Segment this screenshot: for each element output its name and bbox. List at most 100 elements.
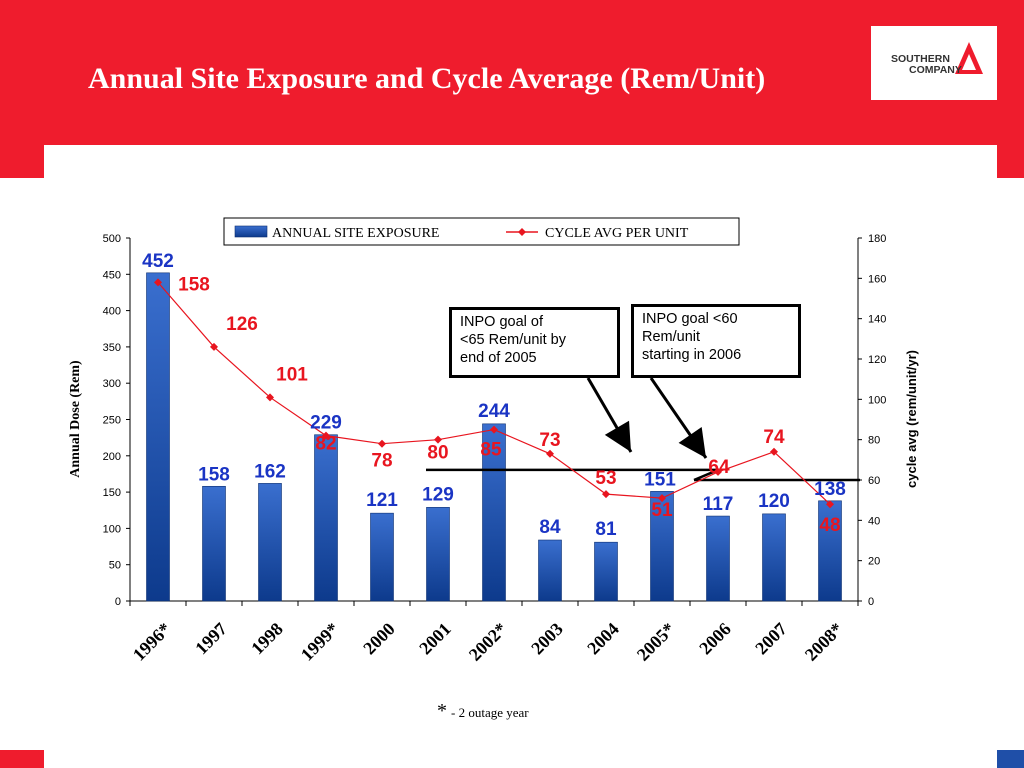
bar-value-label: 120 <box>758 491 790 512</box>
goal-2006-arrow-head <box>678 426 706 458</box>
bar-value-label: 244 <box>478 401 510 422</box>
bar-annual-exposure <box>482 423 506 602</box>
y-tick-label-left: 0 <box>115 596 121 608</box>
note2-line2: Rem/unit <box>642 329 701 345</box>
bar-annual-exposure <box>538 539 562 602</box>
goal-2005-arrow-head <box>604 420 631 452</box>
line-value-label: 85 <box>480 440 502 461</box>
y-tick-label-right: 160 <box>868 273 886 285</box>
bar-annual-exposure <box>202 485 226 602</box>
line-value-label: 51 <box>651 500 673 521</box>
x-tick-label: 1996* <box>129 619 175 665</box>
point-cycle-avg <box>770 447 778 456</box>
y-axis-label-right: cycle avg (rem/unit/yr) <box>904 350 919 488</box>
x-tick-label: 2005* <box>633 619 679 665</box>
legend-label-exposure: ANNUAL SITE EXPOSURE <box>272 226 439 241</box>
line-value-label: 101 <box>276 364 308 385</box>
bar-annual-exposure <box>258 483 282 602</box>
corner-accent-left <box>0 750 44 768</box>
y-tick-label-left: 450 <box>103 269 121 281</box>
point-cycle-avg <box>490 425 498 434</box>
line-value-label: 78 <box>371 451 392 472</box>
bar-value-label: 158 <box>198 464 230 485</box>
point-cycle-avg <box>154 278 162 287</box>
line-value-label: 74 <box>763 427 785 448</box>
bar-annual-exposure <box>594 541 618 602</box>
x-tick-label: 2001 <box>415 619 455 659</box>
note1-line3: end of 2005 <box>460 350 537 366</box>
x-tick-label: 2000 <box>359 619 399 659</box>
bar-annual-exposure <box>650 491 674 602</box>
footnote: * - 2 outage year <box>437 700 529 723</box>
bar-value-label: 138 <box>814 479 846 500</box>
footnote-text: - 2 outage year <box>451 705 529 720</box>
y-tick-label-right: 120 <box>868 354 886 366</box>
x-tick-label: 2006 <box>695 619 735 659</box>
y-tick-label-right: 40 <box>868 515 880 527</box>
point-cycle-avg <box>434 435 442 444</box>
x-tick-label: 2007 <box>751 619 791 659</box>
x-tick-label: 1997 <box>191 619 231 659</box>
bar-annual-exposure <box>370 512 394 602</box>
line-value-label: 48 <box>819 515 840 536</box>
y-tick-label-right: 80 <box>868 435 880 447</box>
point-cycle-avg <box>658 494 666 503</box>
bar-annual-exposure <box>762 513 786 602</box>
company-logo: SOUTHERN COMPANY <box>871 26 997 100</box>
line-value-label: 82 <box>315 434 336 455</box>
y-tick-label-left: 500 <box>103 233 121 245</box>
point-cycle-avg <box>378 439 386 448</box>
y-tick-label-left: 250 <box>103 415 121 427</box>
x-tick-label: 2003 <box>527 619 567 659</box>
point-cycle-avg <box>322 431 330 440</box>
x-tick-label: 2002* <box>465 619 511 665</box>
point-cycle-avg <box>210 342 218 351</box>
corner-accent-right <box>997 750 1024 768</box>
note2-line1: INPO goal <60 <box>642 311 738 327</box>
line-value-label: 158 <box>178 274 210 295</box>
footnote-star: * <box>437 700 447 722</box>
line-value-label: 80 <box>427 443 448 464</box>
point-cycle-avg <box>826 500 834 509</box>
bar-annual-exposure <box>314 434 338 602</box>
goal-line-step <box>693 468 719 482</box>
y-axis-label-left: Annual Dose (Rem) <box>68 360 83 478</box>
y-tick-label-right: 60 <box>868 475 880 487</box>
bar-value-label: 452 <box>142 251 174 272</box>
legend-marker-cycle-avg <box>518 228 526 236</box>
bar-value-label: 229 <box>310 413 342 434</box>
point-cycle-avg <box>602 490 610 499</box>
y-tick-label-right: 0 <box>868 596 874 608</box>
note1-line1: INPO goal of <box>460 314 544 330</box>
bar-value-label: 129 <box>422 484 454 505</box>
y-tick-label-left: 150 <box>103 487 121 499</box>
logo-wordmark: SOUTHERN COMPANY <box>891 54 962 76</box>
y-tick-label-right: 100 <box>868 394 886 406</box>
bar-value-label: 81 <box>595 519 617 540</box>
content-panel <box>44 145 997 768</box>
bar-value-label: 121 <box>366 490 398 511</box>
bar-value-label: 117 <box>703 494 734 515</box>
inpo-goal-2005-note: INPO goal of <65 Rem/unit by end of 2005 <box>449 307 620 378</box>
point-cycle-avg <box>266 393 274 402</box>
point-cycle-avg <box>546 449 554 458</box>
x-tick-label: 1998 <box>247 619 287 659</box>
y-tick-label-left: 300 <box>103 378 121 390</box>
bar-value-label: 84 <box>539 517 561 538</box>
logo-line1: SOUTHERN <box>891 53 950 65</box>
slide-title: Annual Site Exposure and Cycle Average (… <box>88 62 766 95</box>
y-tick-label-left: 350 <box>103 342 121 354</box>
y-tick-label-left: 100 <box>103 523 121 535</box>
y-tick-label-left: 400 <box>103 306 121 318</box>
logo-triangle-icon <box>955 42 983 74</box>
y-tick-label-left: 200 <box>103 451 121 463</box>
legend-label-cycle-avg: CYCLE AVG PER UNIT <box>545 226 689 241</box>
y-tick-label-right: 20 <box>868 556 880 568</box>
bar-annual-exposure <box>146 272 170 602</box>
line-value-label: 64 <box>708 457 730 478</box>
inpo-goal-2006-note: INPO goal <60 Rem/unit starting in 2006 <box>631 304 801 378</box>
note2-line3: starting in 2006 <box>642 347 742 363</box>
legend-box <box>223 217 740 246</box>
point-cycle-avg <box>714 467 722 476</box>
